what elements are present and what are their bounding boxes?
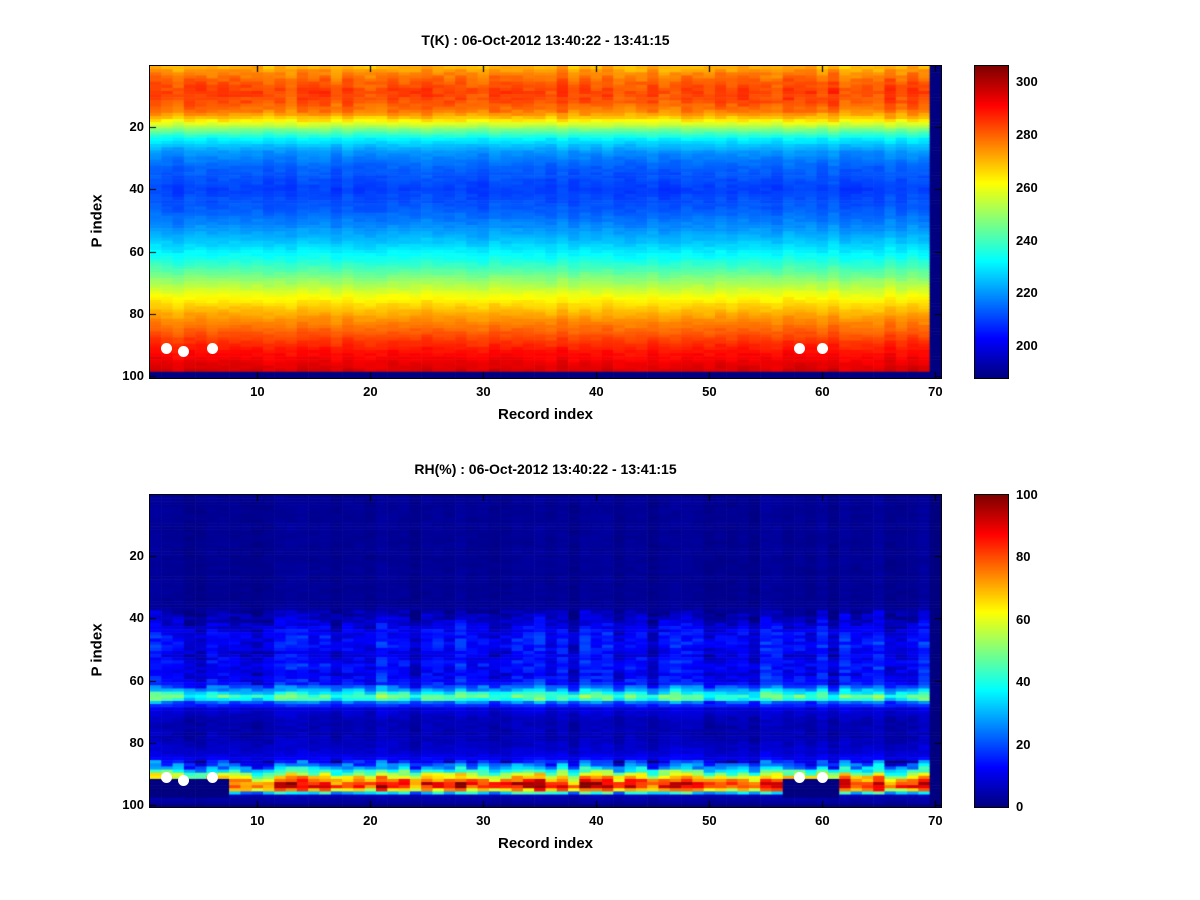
x-tick-label: 60 xyxy=(815,384,830,399)
y-tick-label: 20 xyxy=(129,547,144,563)
x-tick-label: 50 xyxy=(702,813,717,828)
colorbar-tick-label: 300 xyxy=(1016,73,1038,89)
x-tick-label: 10 xyxy=(250,384,265,399)
colorbar-tick-label: 220 xyxy=(1016,285,1038,301)
flag-marker xyxy=(161,771,173,783)
temperature-heatmap-canvas xyxy=(150,66,941,378)
y-axis-label: P index xyxy=(88,623,106,677)
colorbar-tick-label: 100 xyxy=(1016,487,1038,502)
x-tick-label: 70 xyxy=(928,813,943,828)
x-tick-label: 20 xyxy=(363,384,378,399)
flag-marker xyxy=(794,771,806,783)
flag-marker xyxy=(206,771,218,783)
flag-marker xyxy=(816,342,828,354)
x-tick-label: 40 xyxy=(589,813,604,828)
colorbar-tick-label: 40 xyxy=(1016,674,1031,690)
x-tick-label: 70 xyxy=(928,384,943,399)
x-tick-label: 10 xyxy=(250,813,265,828)
flag-marker xyxy=(206,342,218,354)
humidity-heatmap-canvas xyxy=(150,495,941,807)
chart-title: T(K) : 06-Oct-2012 13:40:22 - 13:41:15 xyxy=(421,32,670,48)
flag-marker xyxy=(816,771,828,783)
humidity-chart: RH(%) : 06-Oct-2012 13:40:22 - 13:41:15 … xyxy=(0,429,1200,879)
colorbar-tick-label: 200 xyxy=(1016,338,1038,354)
colorbar-tick-label: 280 xyxy=(1016,126,1038,142)
y-tick-label: 40 xyxy=(129,181,144,197)
colorbar-tick-label: 60 xyxy=(1016,611,1031,627)
chart-title: RH(%) : 06-Oct-2012 13:40:22 - 13:41:15 xyxy=(414,461,677,477)
flag-marker xyxy=(178,345,190,357)
temperature-chart: T(K) : 06-Oct-2012 13:40:22 - 13:41:15 P… xyxy=(88,32,1038,423)
x-tick-label: 20 xyxy=(363,813,378,828)
x-tick-label: 30 xyxy=(476,384,491,399)
colorbar xyxy=(974,494,1009,808)
y-tick-label: 100 xyxy=(122,368,144,384)
y-tick-label: 40 xyxy=(129,610,144,626)
y-tick-label: 80 xyxy=(129,735,144,751)
x-axis-label: Record index xyxy=(497,835,594,852)
colorbar-tick-label: 260 xyxy=(1016,179,1038,195)
x-tick-label: 40 xyxy=(589,384,604,399)
y-tick-label: 80 xyxy=(129,306,144,322)
y-tick-label: 60 xyxy=(129,243,144,259)
colorbar-tick-label: 0 xyxy=(1016,799,1024,814)
y-axis-label: P index xyxy=(88,194,106,248)
flag-marker xyxy=(794,342,806,354)
flag-marker xyxy=(178,774,190,786)
colorbar-tick-label: 80 xyxy=(1016,549,1031,565)
heatmap-plot-area xyxy=(149,494,942,808)
colorbar-gradient xyxy=(975,495,1008,807)
y-tick-label: 60 xyxy=(129,672,144,688)
y-tick-label: 100 xyxy=(122,797,144,813)
colorbar-tick-label: 240 xyxy=(1016,232,1038,248)
heatmap-plot-area xyxy=(149,65,942,379)
colorbar xyxy=(974,65,1009,379)
x-tick-label: 30 xyxy=(476,813,491,828)
colorbar-tick-label: 20 xyxy=(1016,736,1031,752)
x-tick-label: 50 xyxy=(702,384,717,399)
colorbar-gradient xyxy=(975,66,1008,378)
x-tick-label: 60 xyxy=(815,813,830,828)
flag-marker xyxy=(161,342,173,354)
x-axis-label: Record index xyxy=(497,406,594,423)
y-tick-label: 20 xyxy=(129,118,144,134)
